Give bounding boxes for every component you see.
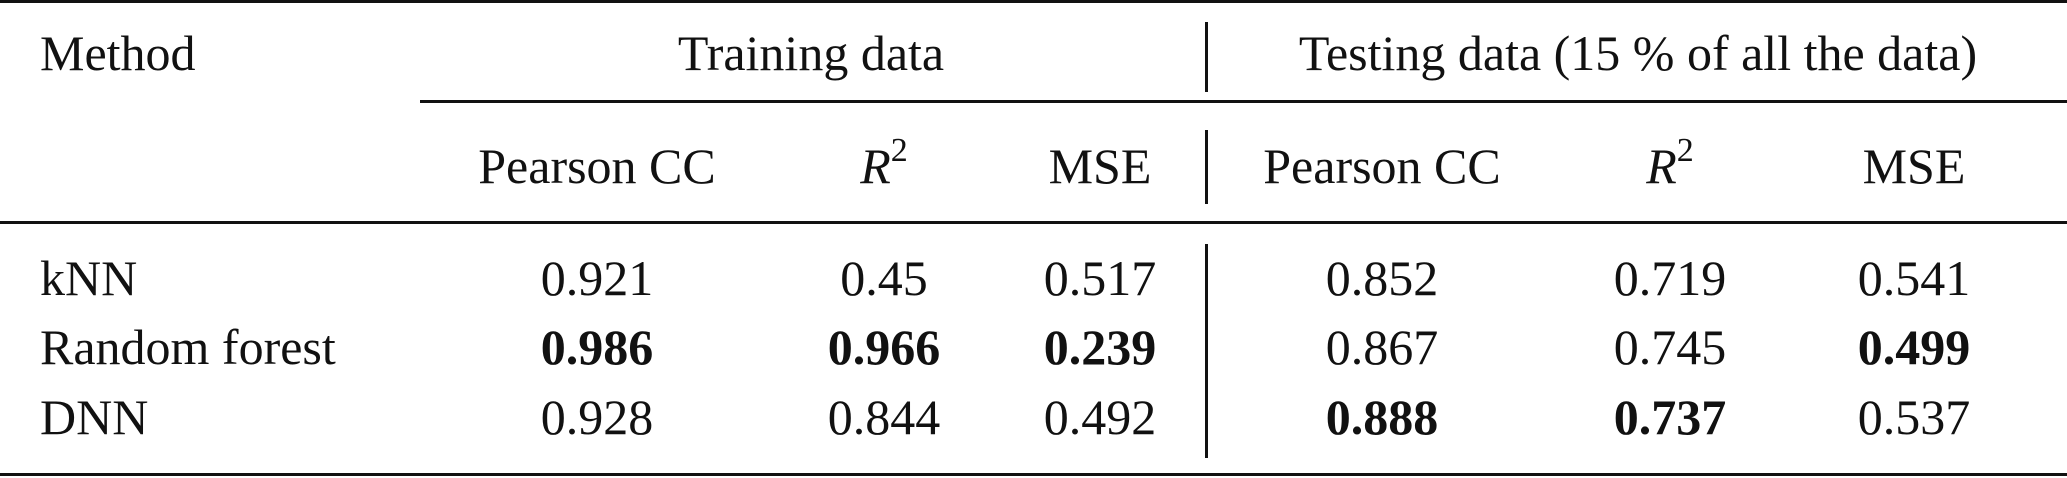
cell-test-mse: 0.541: [1857, 250, 1971, 306]
cell-train-mse: 0.517: [1043, 250, 1157, 306]
cell-test-r2: 0.719: [1613, 250, 1727, 306]
cell-test-pearson: 0.852: [1325, 250, 1439, 306]
row-method-label: DNN: [40, 389, 149, 445]
cell-train-r2: 0.966: [827, 319, 941, 375]
top-rule: [0, 0, 2067, 3]
cell-test-r2: 0.745: [1613, 319, 1727, 375]
r2-superscript: 2: [890, 132, 908, 169]
cell-test-pearson: 0.888: [1325, 389, 1439, 445]
method-header: Method: [40, 25, 196, 81]
r2-superscript: 2: [1676, 132, 1694, 169]
cell-train-mse: 0.239: [1043, 319, 1157, 375]
group-header-testing: Testing data (15 % of all the data): [1298, 25, 1978, 81]
metric-header-test-r2: R2: [1646, 134, 1694, 194]
divider-body: [1205, 244, 1208, 458]
cell-train-pearson: 0.986: [540, 319, 654, 375]
row-method-label: Random forest: [40, 319, 336, 375]
bottom-rule: [0, 473, 2067, 476]
cell-train-pearson: 0.921: [540, 250, 654, 306]
cell-test-mse: 0.499: [1857, 319, 1971, 375]
cell-train-pearson: 0.928: [540, 389, 654, 445]
header-bottom-rule: [0, 221, 2067, 224]
row-method-label: kNN: [40, 250, 138, 306]
cell-test-pearson: 0.867: [1325, 319, 1439, 375]
metric-header-train-pearson: Pearson CC: [478, 138, 716, 194]
divider-group-header: [1205, 22, 1208, 92]
cell-test-r2: 0.737: [1613, 389, 1727, 445]
metric-header-train-r2: R2: [860, 134, 908, 194]
r2-symbol: R: [860, 138, 891, 194]
group-underline-rule: [420, 100, 2067, 103]
divider-metric-header: [1205, 130, 1208, 204]
metric-header-test-pearson: Pearson CC: [1263, 138, 1501, 194]
cell-train-mse: 0.492: [1043, 389, 1157, 445]
r2-symbol: R: [1646, 138, 1677, 194]
metric-header-train-mse: MSE: [1048, 138, 1152, 194]
group-header-training: Training data: [677, 25, 945, 81]
cell-train-r2: 0.844: [827, 389, 941, 445]
cell-train-r2: 0.45: [840, 250, 928, 306]
metric-header-test-mse: MSE: [1862, 138, 1966, 194]
cell-test-mse: 0.537: [1857, 389, 1971, 445]
